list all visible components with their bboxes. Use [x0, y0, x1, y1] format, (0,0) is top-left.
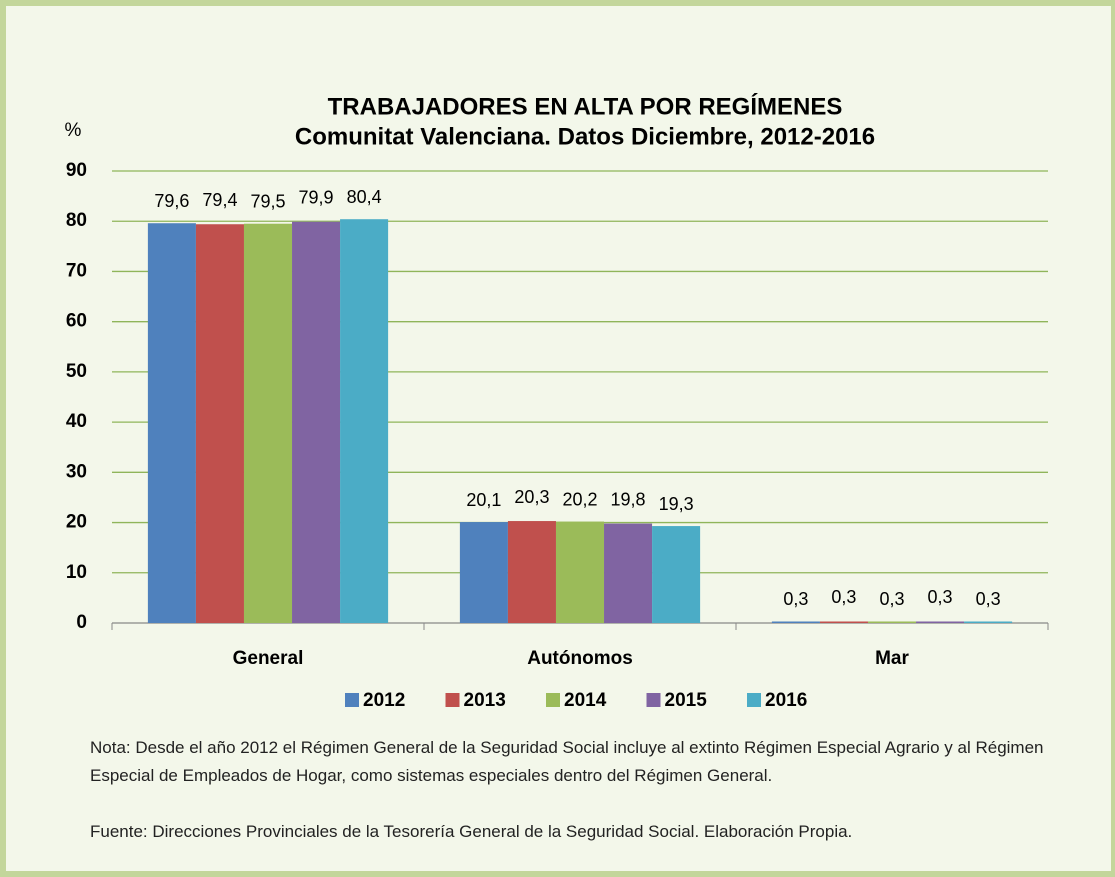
bar — [819, 621, 868, 623]
bar — [147, 223, 196, 623]
data-label: 19,8 — [611, 489, 646, 509]
note: Nota: Desde el año 2012 el Régimen Gener… — [90, 738, 1044, 785]
y-tick-label: 30 — [66, 461, 87, 482]
data-label: 79,9 — [299, 187, 334, 207]
x-tick-label: General — [233, 648, 304, 669]
bar — [964, 621, 1013, 623]
y-tick-label: 90 — [66, 160, 87, 181]
y-tick-label: 20 — [66, 512, 87, 533]
legend-label: 2013 — [464, 690, 506, 711]
chart-subtitle: Comunitat Valenciana. Datos Diciembre, 2… — [295, 123, 875, 150]
data-label: 0,3 — [783, 589, 808, 609]
y-tick-label: 80 — [66, 210, 87, 231]
bar — [555, 521, 605, 623]
bar — [195, 224, 244, 624]
bar — [459, 522, 508, 623]
bar — [292, 221, 341, 624]
bar — [771, 621, 820, 623]
legend-label: 2014 — [564, 690, 607, 711]
y-tick-label: 40 — [66, 411, 87, 432]
bar — [340, 219, 389, 624]
y-tick-label: 70 — [66, 260, 87, 281]
data-label: 19,3 — [659, 494, 694, 514]
data-label: 0,3 — [928, 587, 953, 607]
data-label: 79,4 — [202, 190, 237, 210]
legend-swatch — [445, 693, 460, 707]
x-tick-label: Mar — [875, 648, 909, 669]
bar — [916, 621, 965, 623]
bar — [243, 223, 293, 623]
bar — [867, 621, 917, 623]
legend-label: 2015 — [665, 690, 708, 711]
legend-swatch — [546, 693, 560, 707]
source: Fuente: Direcciones Provinciales de la T… — [90, 822, 853, 841]
y-tick-label: 10 — [66, 562, 87, 583]
legend-swatch — [747, 693, 761, 707]
data-label: 79,5 — [250, 191, 285, 211]
y-axis-label: % — [65, 120, 82, 141]
chart-title: TRABAJADORES EN ALTA POR REGÍMENES — [328, 92, 843, 120]
data-label: 0,3 — [831, 587, 856, 607]
y-tick-label: 60 — [66, 311, 87, 332]
x-tick-label: Autónomos — [527, 648, 633, 669]
legend-swatch — [345, 693, 359, 707]
data-label: 80,4 — [347, 187, 382, 207]
data-label: 20,3 — [514, 487, 549, 507]
legend-label: 2012 — [363, 690, 405, 711]
bar — [507, 521, 556, 623]
data-label: 0,3 — [976, 589, 1001, 609]
bar — [652, 526, 701, 623]
data-label: 20,1 — [466, 490, 501, 510]
legend-label: 2016 — [765, 690, 807, 711]
data-label: 79,6 — [154, 191, 189, 211]
data-label: 0,3 — [879, 589, 904, 609]
data-label: 20,2 — [562, 489, 597, 509]
bar — [604, 523, 653, 623]
y-tick-label: 50 — [66, 361, 87, 382]
legend-swatch — [646, 693, 661, 707]
y-tick-label: 0 — [76, 612, 87, 633]
